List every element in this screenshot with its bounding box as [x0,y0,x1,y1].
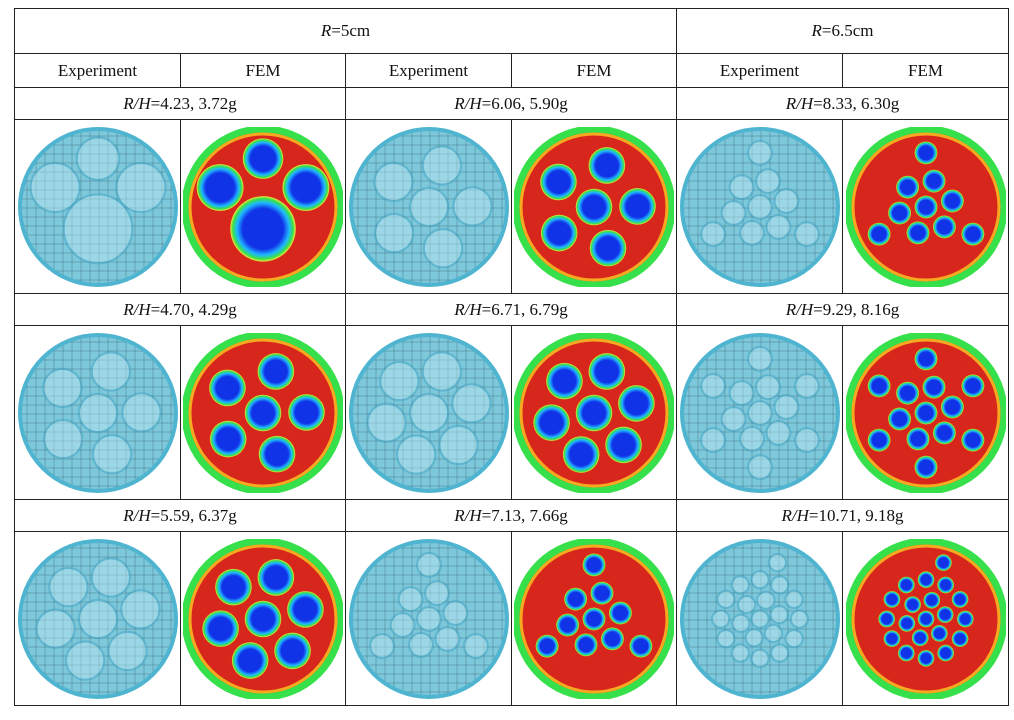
col-experiment: Experiment [345,53,512,88]
col-fem: FEM [180,53,346,88]
condition-label: R/H=7.13, 7.66g [345,499,677,532]
experiment-photo [348,332,509,493]
condition-label: R/H=4.70, 4.29g [14,293,346,326]
col-fem: FEM [842,53,1009,88]
condition-label: R/H=10.71, 9.18g [676,499,1009,532]
experiment-photo [679,126,840,287]
condition-label: R/H=6.71, 6.79g [345,293,677,326]
fem-simulation [183,332,343,493]
condition-label: R/H=5.59, 6.37g [14,499,346,532]
condition-label: R/H=6.06, 5.90g [345,87,677,120]
fem-simulation [514,332,674,493]
col-experiment: Experiment [676,53,843,88]
fem-simulation [514,538,674,699]
condition-label: R/H=4.23, 3.72g [14,87,346,120]
col-fem: FEM [511,53,677,88]
condition-label: R/H=8.33, 6.30g [676,87,1009,120]
experiment-photo [348,126,509,287]
experiment-photo [348,538,509,699]
fem-simulation [845,538,1006,699]
results-table: R=5cm R=6.5cm Experiment FEM Experiment … [14,8,1009,706]
fem-simulation [183,126,343,287]
experiment-photo [17,126,178,287]
fem-simulation [845,126,1006,287]
experiment-photo [17,332,178,493]
condition-label: R/H=9.29, 8.16g [676,293,1009,326]
header-r-5cm: R=5cm [14,8,677,54]
experiment-photo [679,538,840,699]
col-experiment: Experiment [14,53,181,88]
experiment-photo [17,538,178,699]
fem-simulation [514,126,674,287]
fem-simulation [845,332,1006,493]
fem-simulation [183,538,343,699]
header-r-6-5cm: R=6.5cm [676,8,1009,54]
experiment-photo [679,332,840,493]
